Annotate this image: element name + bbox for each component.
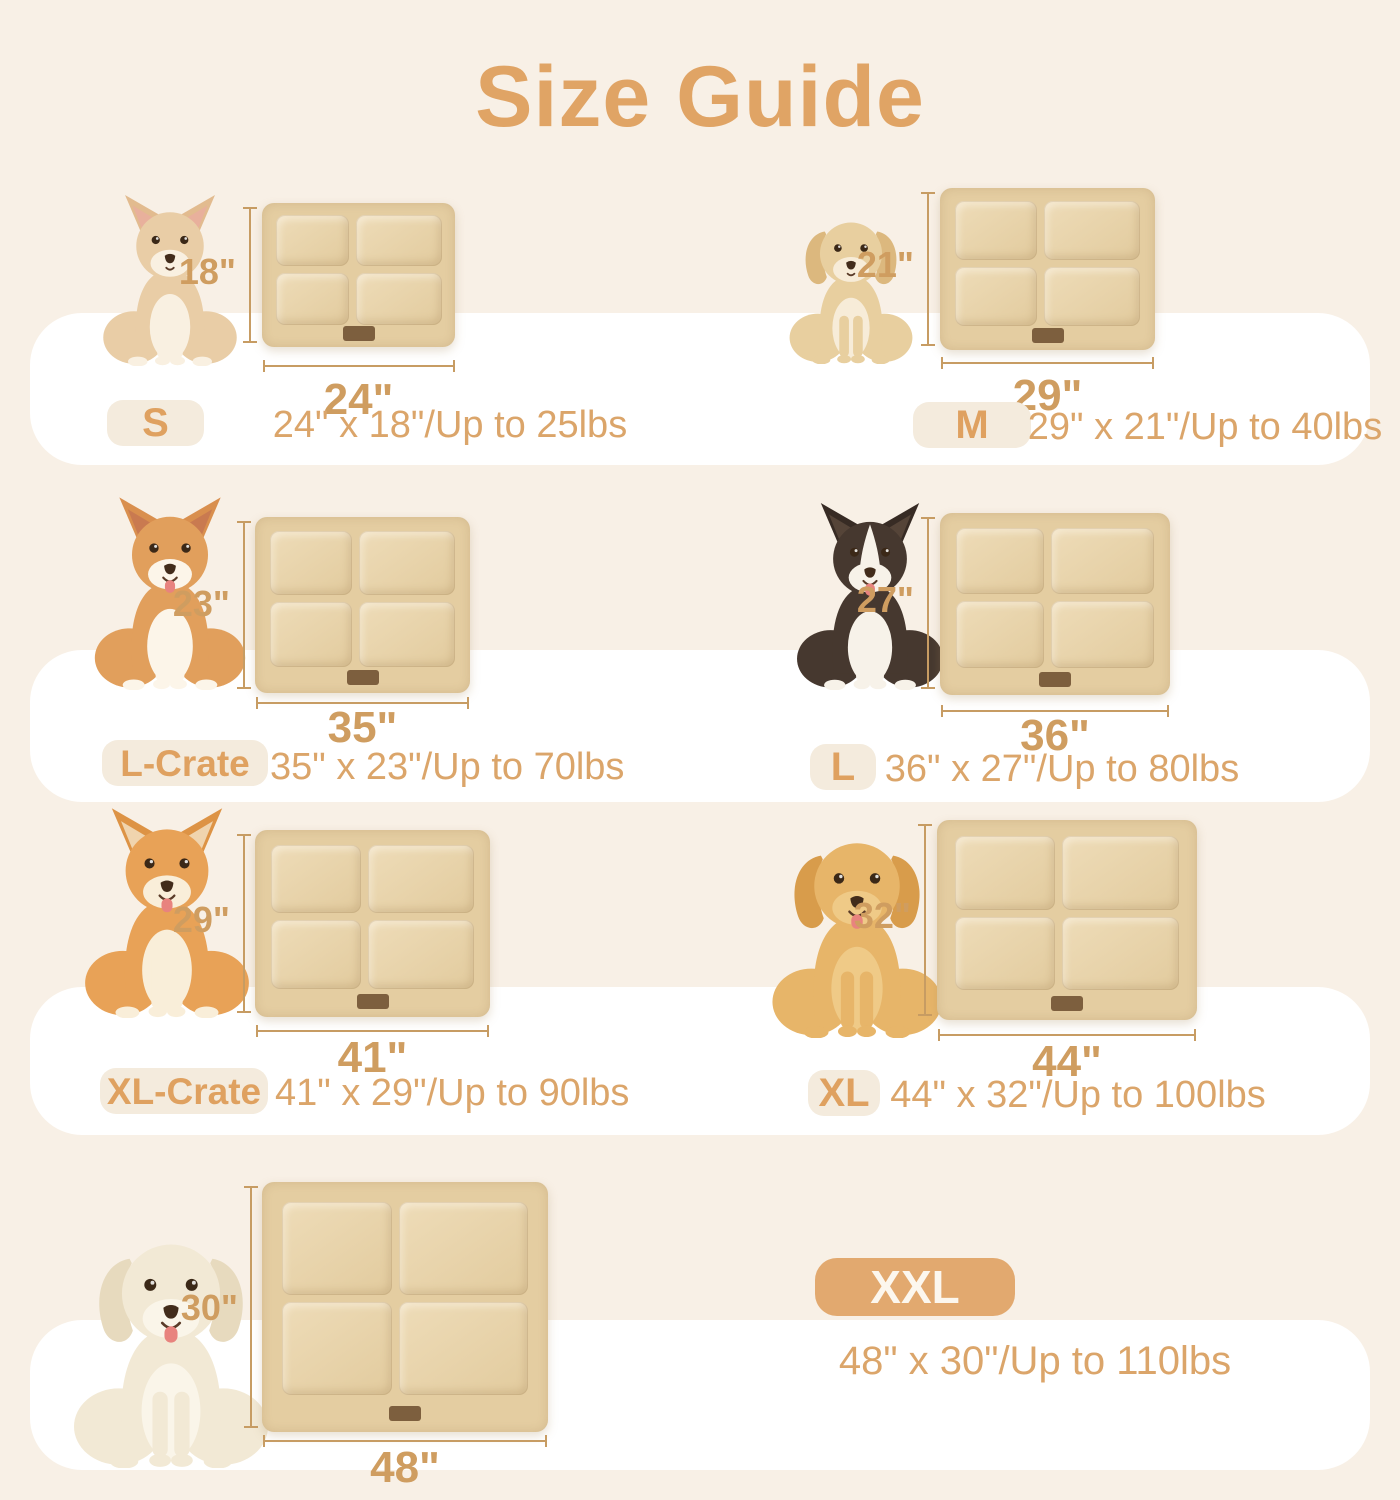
- mat-quilting: [275, 214, 442, 326]
- height-dimension-line: [237, 521, 251, 689]
- brand-tag: [1039, 671, 1071, 687]
- size-badge-m: M: [913, 402, 1031, 448]
- size-badge-l-crate: L-Crate: [102, 740, 268, 786]
- dog-illustration-chihuahua: [95, 190, 245, 366]
- width-dimension-label: 41": [337, 1033, 408, 1082]
- width-dimension-line: [263, 1435, 547, 1447]
- crate-mat-graphic: [937, 820, 1197, 1020]
- brand-tag: [389, 1405, 421, 1421]
- mat-quilting: [271, 844, 474, 989]
- crate-mat-graphic: [940, 513, 1170, 695]
- size-badge-s: S: [107, 400, 204, 446]
- size-spec-text: 41" x 29"/Up to 90lbs: [275, 1072, 630, 1114]
- height-dimension-line: [244, 1186, 258, 1428]
- size-spec-text: 48" x 30"/Up to 110lbs: [838, 1339, 1232, 1383]
- dog-illustration-white-retriever: [62, 1140, 280, 1468]
- height-dimension-label: 27": [856, 579, 914, 620]
- brand-tag: [346, 670, 379, 686]
- width-dimension-label: 36": [1020, 711, 1090, 760]
- size-spec-text: 44" x 32"/Up to 100lbs: [890, 1074, 1266, 1116]
- width-dimension-label: 35": [327, 703, 398, 752]
- size-badge-xxl: XXL: [815, 1258, 1015, 1316]
- dog-illustration-shiba-inu: [75, 798, 259, 1018]
- brand-tag: [1051, 996, 1083, 1011]
- dog-illustration-border-collie: [788, 496, 952, 690]
- width-dimension-line: [263, 360, 455, 372]
- mat-quilting: [270, 531, 455, 667]
- size-spec-text: 35" x 23"/Up to 70lbs: [270, 746, 625, 788]
- size-spec-text: 36" x 27"/Up to 80lbs: [884, 748, 1240, 790]
- crate-mat-graphic: [940, 188, 1155, 350]
- height-dimension-label: 29": [172, 899, 230, 940]
- width-dimension-line: [256, 697, 469, 709]
- width-dimension-label: 48": [370, 1443, 440, 1492]
- height-dimension-label: 21": [856, 244, 914, 285]
- height-dimension-label: 30": [180, 1287, 238, 1328]
- mat-quilting: [955, 836, 1179, 990]
- height-dimension-label: 18": [178, 251, 236, 292]
- crate-mat-graphic: [262, 1182, 548, 1432]
- dog-illustration-golden-retriever: [762, 795, 952, 1038]
- mat-quilting: [955, 200, 1140, 326]
- crate-mat-graphic: [255, 517, 470, 693]
- size-badge-xl: XL: [808, 1070, 880, 1116]
- brand-tag: [342, 325, 375, 341]
- width-dimension-line: [256, 1025, 489, 1037]
- size-badge-xl-crate: XL-Crate: [100, 1068, 268, 1114]
- width-dimension-line: [941, 357, 1154, 369]
- page-title: Size Guide: [475, 49, 925, 145]
- width-dimension-line: [938, 1029, 1196, 1041]
- crate-mat-graphic: [262, 203, 455, 347]
- width-dimension-label: 24": [323, 375, 394, 424]
- size-badge-l: L: [810, 744, 876, 790]
- mat-quilting: [956, 527, 1154, 668]
- dog-illustration-havanese-puppy: [782, 170, 920, 364]
- height-dimension-line: [237, 834, 251, 1013]
- height-dimension-line: [243, 207, 257, 343]
- width-dimension-line: [941, 705, 1169, 717]
- crate-mat-graphic: [255, 830, 490, 1017]
- dog-illustration-corgi: [82, 494, 258, 690]
- brand-tag: [356, 993, 389, 1009]
- size-spec-text: 24" x 18"/Up to 25lbs: [272, 404, 628, 446]
- brand-tag: [1031, 327, 1064, 343]
- mat-quilting: [282, 1202, 528, 1395]
- height-dimension-line: [918, 824, 932, 1016]
- width-dimension-label: 44": [1032, 1037, 1102, 1086]
- height-dimension-label: 32": [853, 895, 911, 936]
- height-dimension-line: [921, 517, 935, 689]
- size-spec-text: 29" x 21"/Up to 40lbs: [1027, 406, 1383, 448]
- height-dimension-line: [921, 192, 935, 346]
- height-dimension-label: 23": [172, 583, 230, 624]
